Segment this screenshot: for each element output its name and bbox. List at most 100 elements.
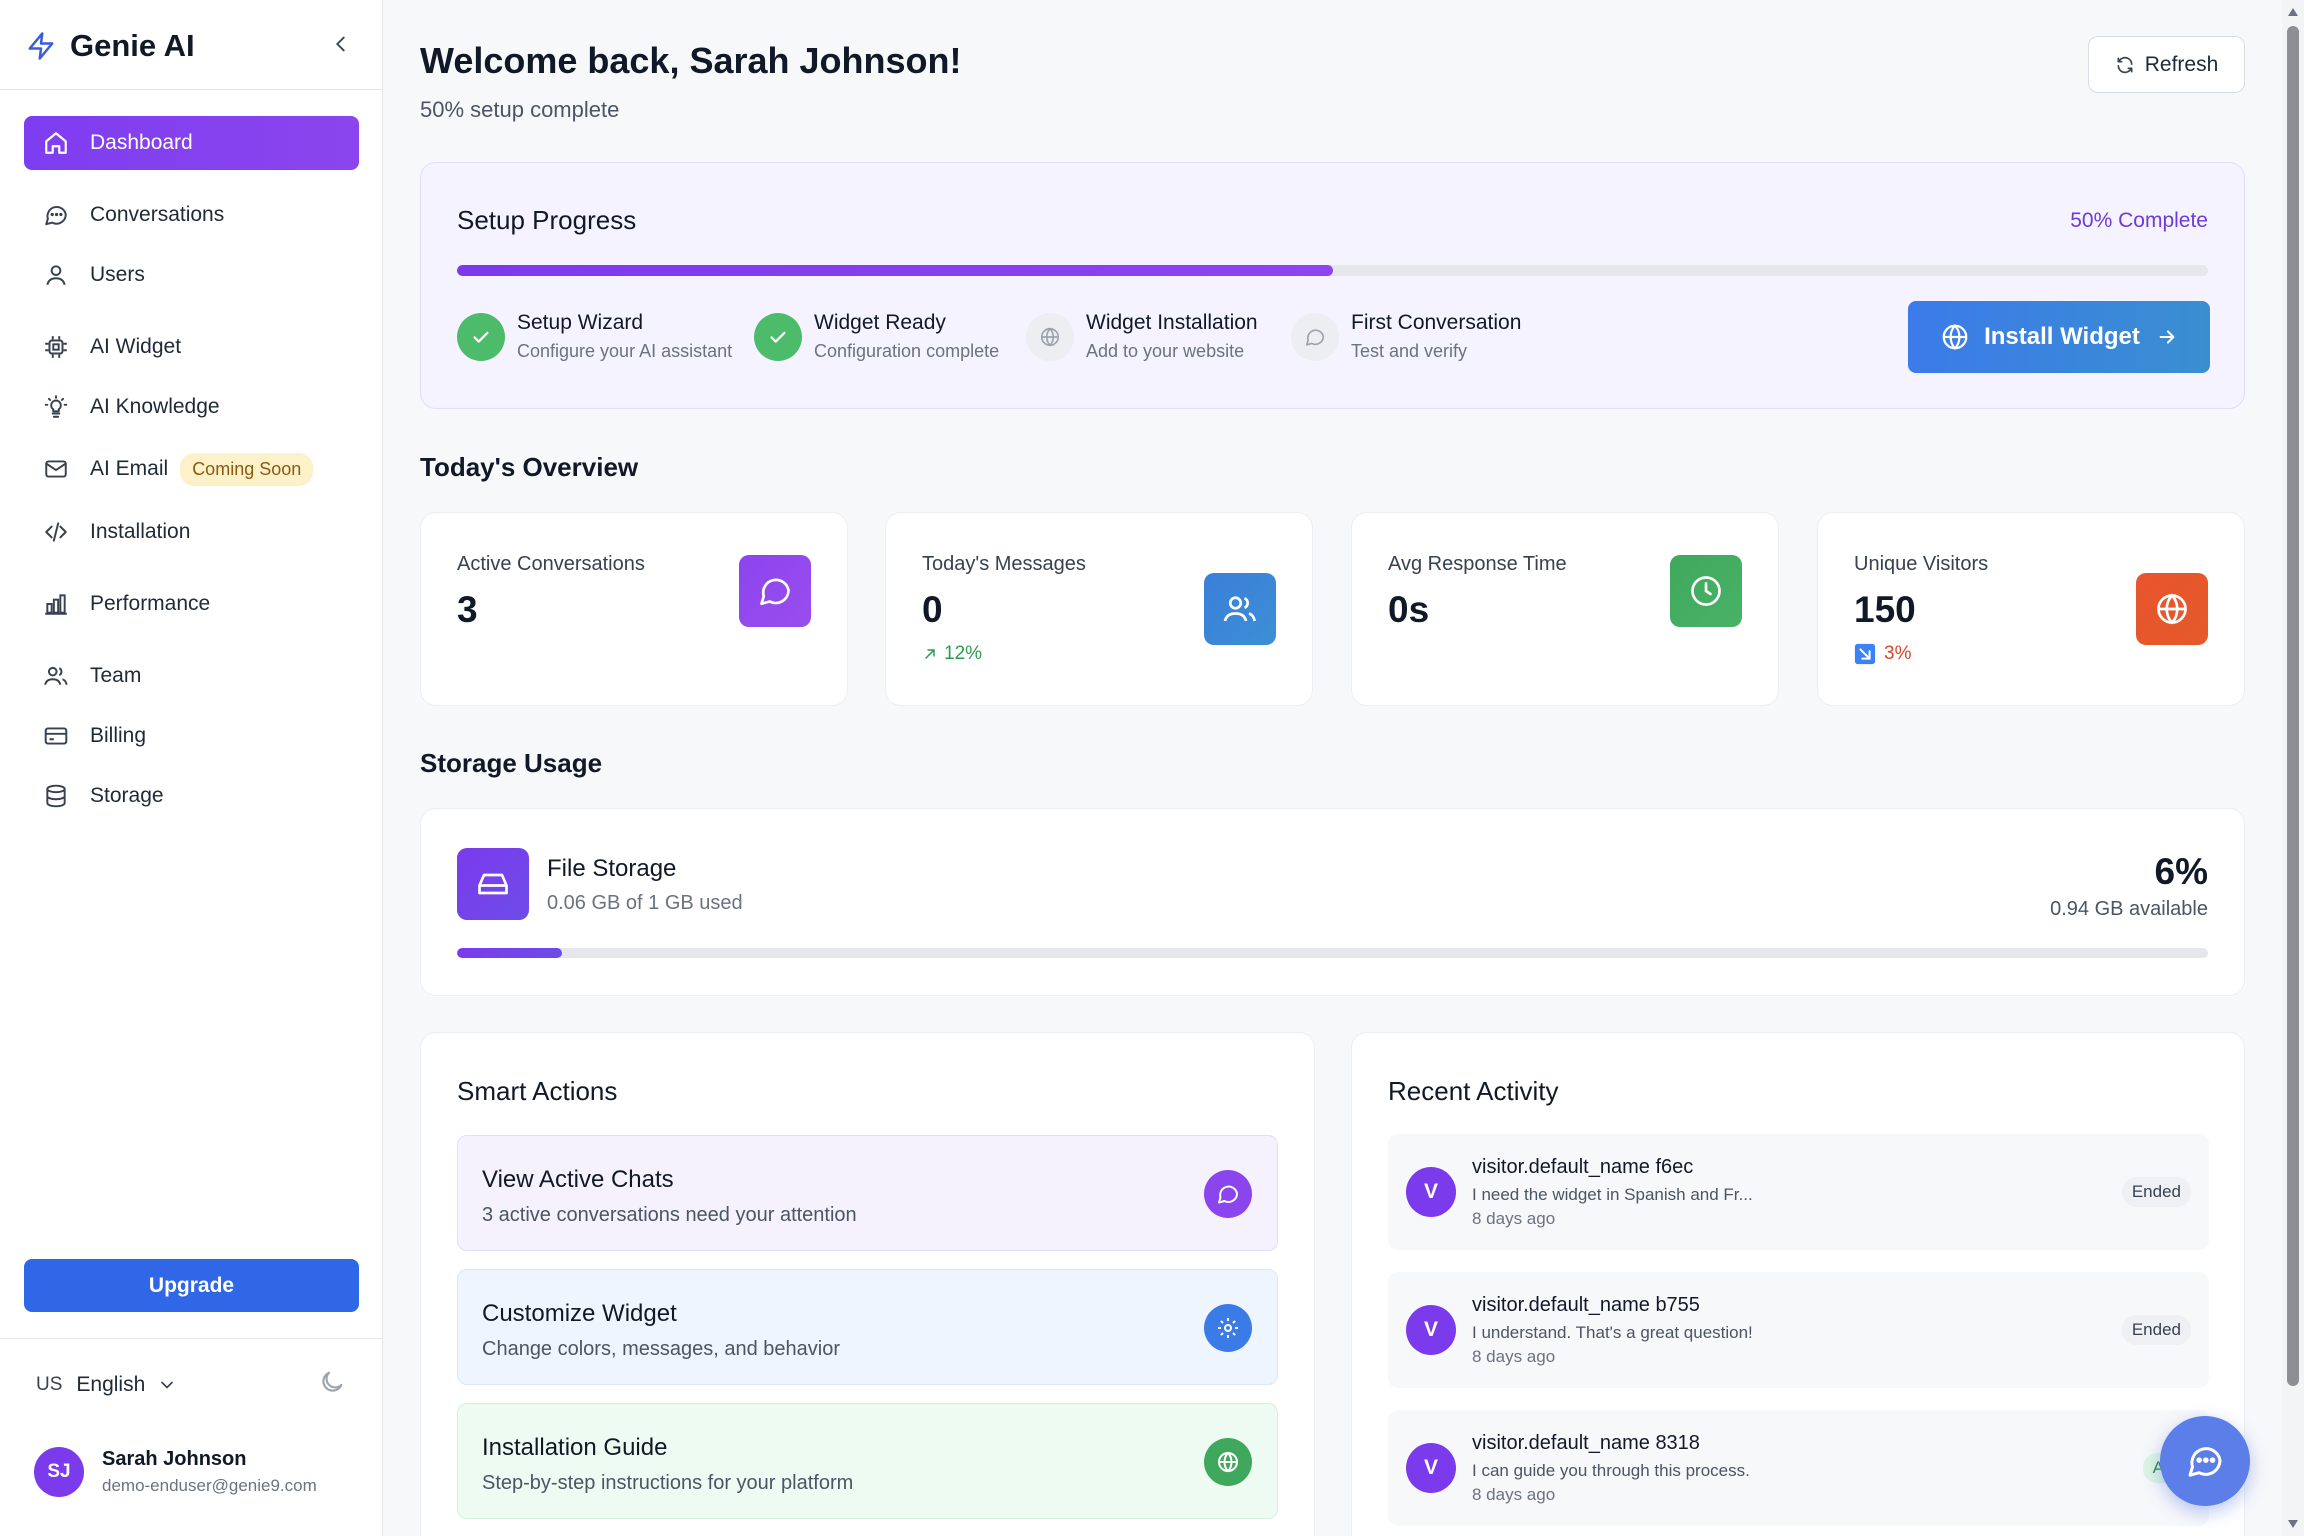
stat-card-active-conversations[interactable]: Active Conversations 3: [420, 512, 848, 706]
storage-card: File Storage 0.06 GB of 1 GB used 6% 0.9…: [420, 808, 2245, 996]
sidebar-item-dashboard[interactable]: Dashboard: [24, 116, 359, 170]
message-circle-icon: [2185, 1441, 2225, 1481]
activity-visitor-name: visitor.default_name f6ec: [1472, 1156, 1694, 1178]
sidebar-item-billing[interactable]: Billing: [24, 709, 359, 763]
activity-item[interactable]: V visitor.default_name 8318 I can guide …: [1388, 1410, 2209, 1526]
page-subtitle: 50% setup complete: [420, 97, 620, 122]
action-view-active-chats[interactable]: View Active Chats 3 active conversations…: [457, 1135, 1278, 1251]
stat-card-avg-response-time[interactable]: Avg Response Time 0s: [1351, 512, 1779, 706]
setup-step-wizard[interactable]: Setup Wizard Configure your AI assistant: [457, 311, 732, 362]
step-title: Widget Ready: [814, 311, 946, 334]
action-customize-widget[interactable]: Customize Widget Change colors, messages…: [457, 1269, 1278, 1385]
stat-trend: 3%: [1854, 643, 1911, 665]
storage-used: 0.06 GB of 1 GB used: [547, 892, 743, 914]
activity-item[interactable]: V visitor.default_name b755 I understand…: [1388, 1272, 2209, 1388]
sidebar-item-label: Conversations: [90, 203, 225, 226]
sidebar-item-ai-knowledge[interactable]: AI Knowledge: [24, 380, 359, 434]
stat-label: Avg Response Time: [1388, 553, 1567, 575]
action-title: Installation Guide: [482, 1434, 668, 1461]
setup-step-first-conversation[interactable]: First Conversation Test and verify: [1291, 311, 1521, 362]
setup-progress-card: Setup Progress 50% Complete Setup Wizard…: [420, 162, 2245, 409]
theme-toggle[interactable]: [316, 1366, 348, 1398]
globe-icon: [1026, 312, 1074, 361]
language-label: English: [76, 1373, 146, 1396]
step-desc: Configuration complete: [814, 341, 1000, 361]
refresh-button[interactable]: Refresh: [2088, 36, 2245, 93]
setup-step-installation[interactable]: Widget Installation Add to your website: [1026, 311, 1258, 362]
chevron-down-icon: [157, 1375, 177, 1395]
step-desc: Add to your website: [1086, 341, 1245, 361]
trend-up-icon: [922, 646, 938, 662]
sidebar-divider: [0, 89, 383, 90]
action-desc: Step-by-step instructions for your platf…: [482, 1472, 854, 1494]
sidebar-item-conversations[interactable]: Conversations: [24, 188, 359, 242]
activity-message: I understand. That's a great question!: [1472, 1323, 1753, 1342]
sidebar-item-ai-email[interactable]: AI Email Coming Soon: [24, 442, 359, 496]
sidebar-item-users[interactable]: Users: [24, 248, 359, 302]
credit-card-icon: [42, 722, 70, 750]
hard-drive-icon: [457, 848, 529, 920]
message-circle-icon: [42, 201, 70, 229]
setup-title: Setup Progress: [457, 205, 637, 235]
scrollbar-thumb[interactable]: [2287, 26, 2299, 1386]
avatar: SJ: [34, 1447, 84, 1497]
globe-icon: [1204, 1438, 1252, 1486]
step-desc: Configure your AI assistant: [517, 341, 733, 361]
sidebar-item-label: Performance: [90, 592, 211, 615]
zap-icon: [26, 30, 56, 62]
stat-card-unique-visitors[interactable]: Unique Visitors 150 3%: [1817, 512, 2245, 706]
stat-card-todays-messages[interactable]: Today's Messages 0 12%: [885, 512, 1313, 706]
stat-value: 0: [922, 589, 943, 630]
status-badge: Ended: [2121, 1315, 2191, 1345]
setup-progress-fill: [457, 265, 1333, 276]
stat-label: Unique Visitors: [1854, 553, 1989, 575]
language-selector[interactable]: US English: [36, 1370, 177, 1400]
action-title: Customize Widget: [482, 1300, 677, 1327]
recent-activity-title: Recent Activity: [1388, 1076, 1559, 1106]
recent-activity-card: Recent Activity V visitor.default_name f…: [1351, 1032, 2245, 1536]
step-title: Setup Wizard: [517, 311, 644, 334]
smart-actions-card: Smart Actions View Active Chats 3 active…: [420, 1032, 1315, 1536]
sidebar-item-installation[interactable]: Installation: [24, 505, 359, 559]
user-icon: [42, 261, 70, 289]
setup-progress-bar: [457, 265, 2208, 276]
visitor-avatar: V: [1406, 1305, 1456, 1355]
sidebar-item-label: Team: [90, 664, 142, 687]
code-icon: [42, 518, 70, 546]
sidebar-item-storage[interactable]: Storage: [24, 769, 359, 823]
user-profile[interactable]: SJ Sarah Johnson demo-enduser@genie9.com: [34, 1447, 317, 1497]
scroll-down-icon[interactable]: [2287, 1518, 2299, 1530]
user-email: demo-enduser@genie9.com: [102, 1476, 317, 1495]
storage-percent: 6%: [2154, 851, 2208, 892]
check-icon: [457, 312, 505, 361]
collapse-sidebar-button[interactable]: [327, 30, 355, 58]
storage-title: Storage Usage: [420, 748, 603, 778]
trend-down-icon: [1854, 643, 1876, 665]
activity-message: I need the widget in Spanish and Fr...: [1472, 1185, 1753, 1204]
storage-progress-bar: [457, 948, 2208, 958]
page-scrollbar[interactable]: [2282, 0, 2304, 1536]
activity-time: 8 days ago: [1472, 1209, 1556, 1228]
sidebar-item-label: AI Email: [90, 457, 169, 480]
sidebar-item-team[interactable]: Team: [24, 649, 359, 703]
globe-icon: [2136, 573, 2208, 645]
database-icon: [42, 782, 70, 810]
storage-progress-fill: [457, 948, 563, 958]
action-title: View Active Chats: [482, 1166, 674, 1193]
step-title: First Conversation: [1351, 311, 1522, 334]
stat-trend-value: 3%: [1884, 643, 1912, 664]
action-installation-guide[interactable]: Installation Guide Step-by-step instruct…: [457, 1403, 1278, 1519]
install-widget-button[interactable]: Install Widget: [1908, 301, 2210, 373]
message-circle-icon: [1291, 312, 1339, 361]
scroll-up-icon[interactable]: [2287, 6, 2299, 18]
upgrade-button[interactable]: Upgrade: [24, 1259, 359, 1312]
chat-launcher-button[interactable]: [2160, 1416, 2250, 1506]
sidebar-item-ai-widget[interactable]: AI Widget: [24, 320, 359, 374]
brand[interactable]: Genie AI: [26, 26, 195, 66]
stat-trend: 12%: [922, 643, 982, 665]
stat-trend-value: 12%: [944, 643, 983, 664]
sidebar-item-performance[interactable]: Performance: [24, 577, 359, 631]
activity-item[interactable]: V visitor.default_name f6ec I need the w…: [1388, 1134, 2209, 1250]
sidebar: Genie AI Dashboard Conversations Users A…: [0, 0, 383, 1536]
setup-step-widget-ready[interactable]: Widget Ready Configuration complete: [754, 311, 999, 362]
